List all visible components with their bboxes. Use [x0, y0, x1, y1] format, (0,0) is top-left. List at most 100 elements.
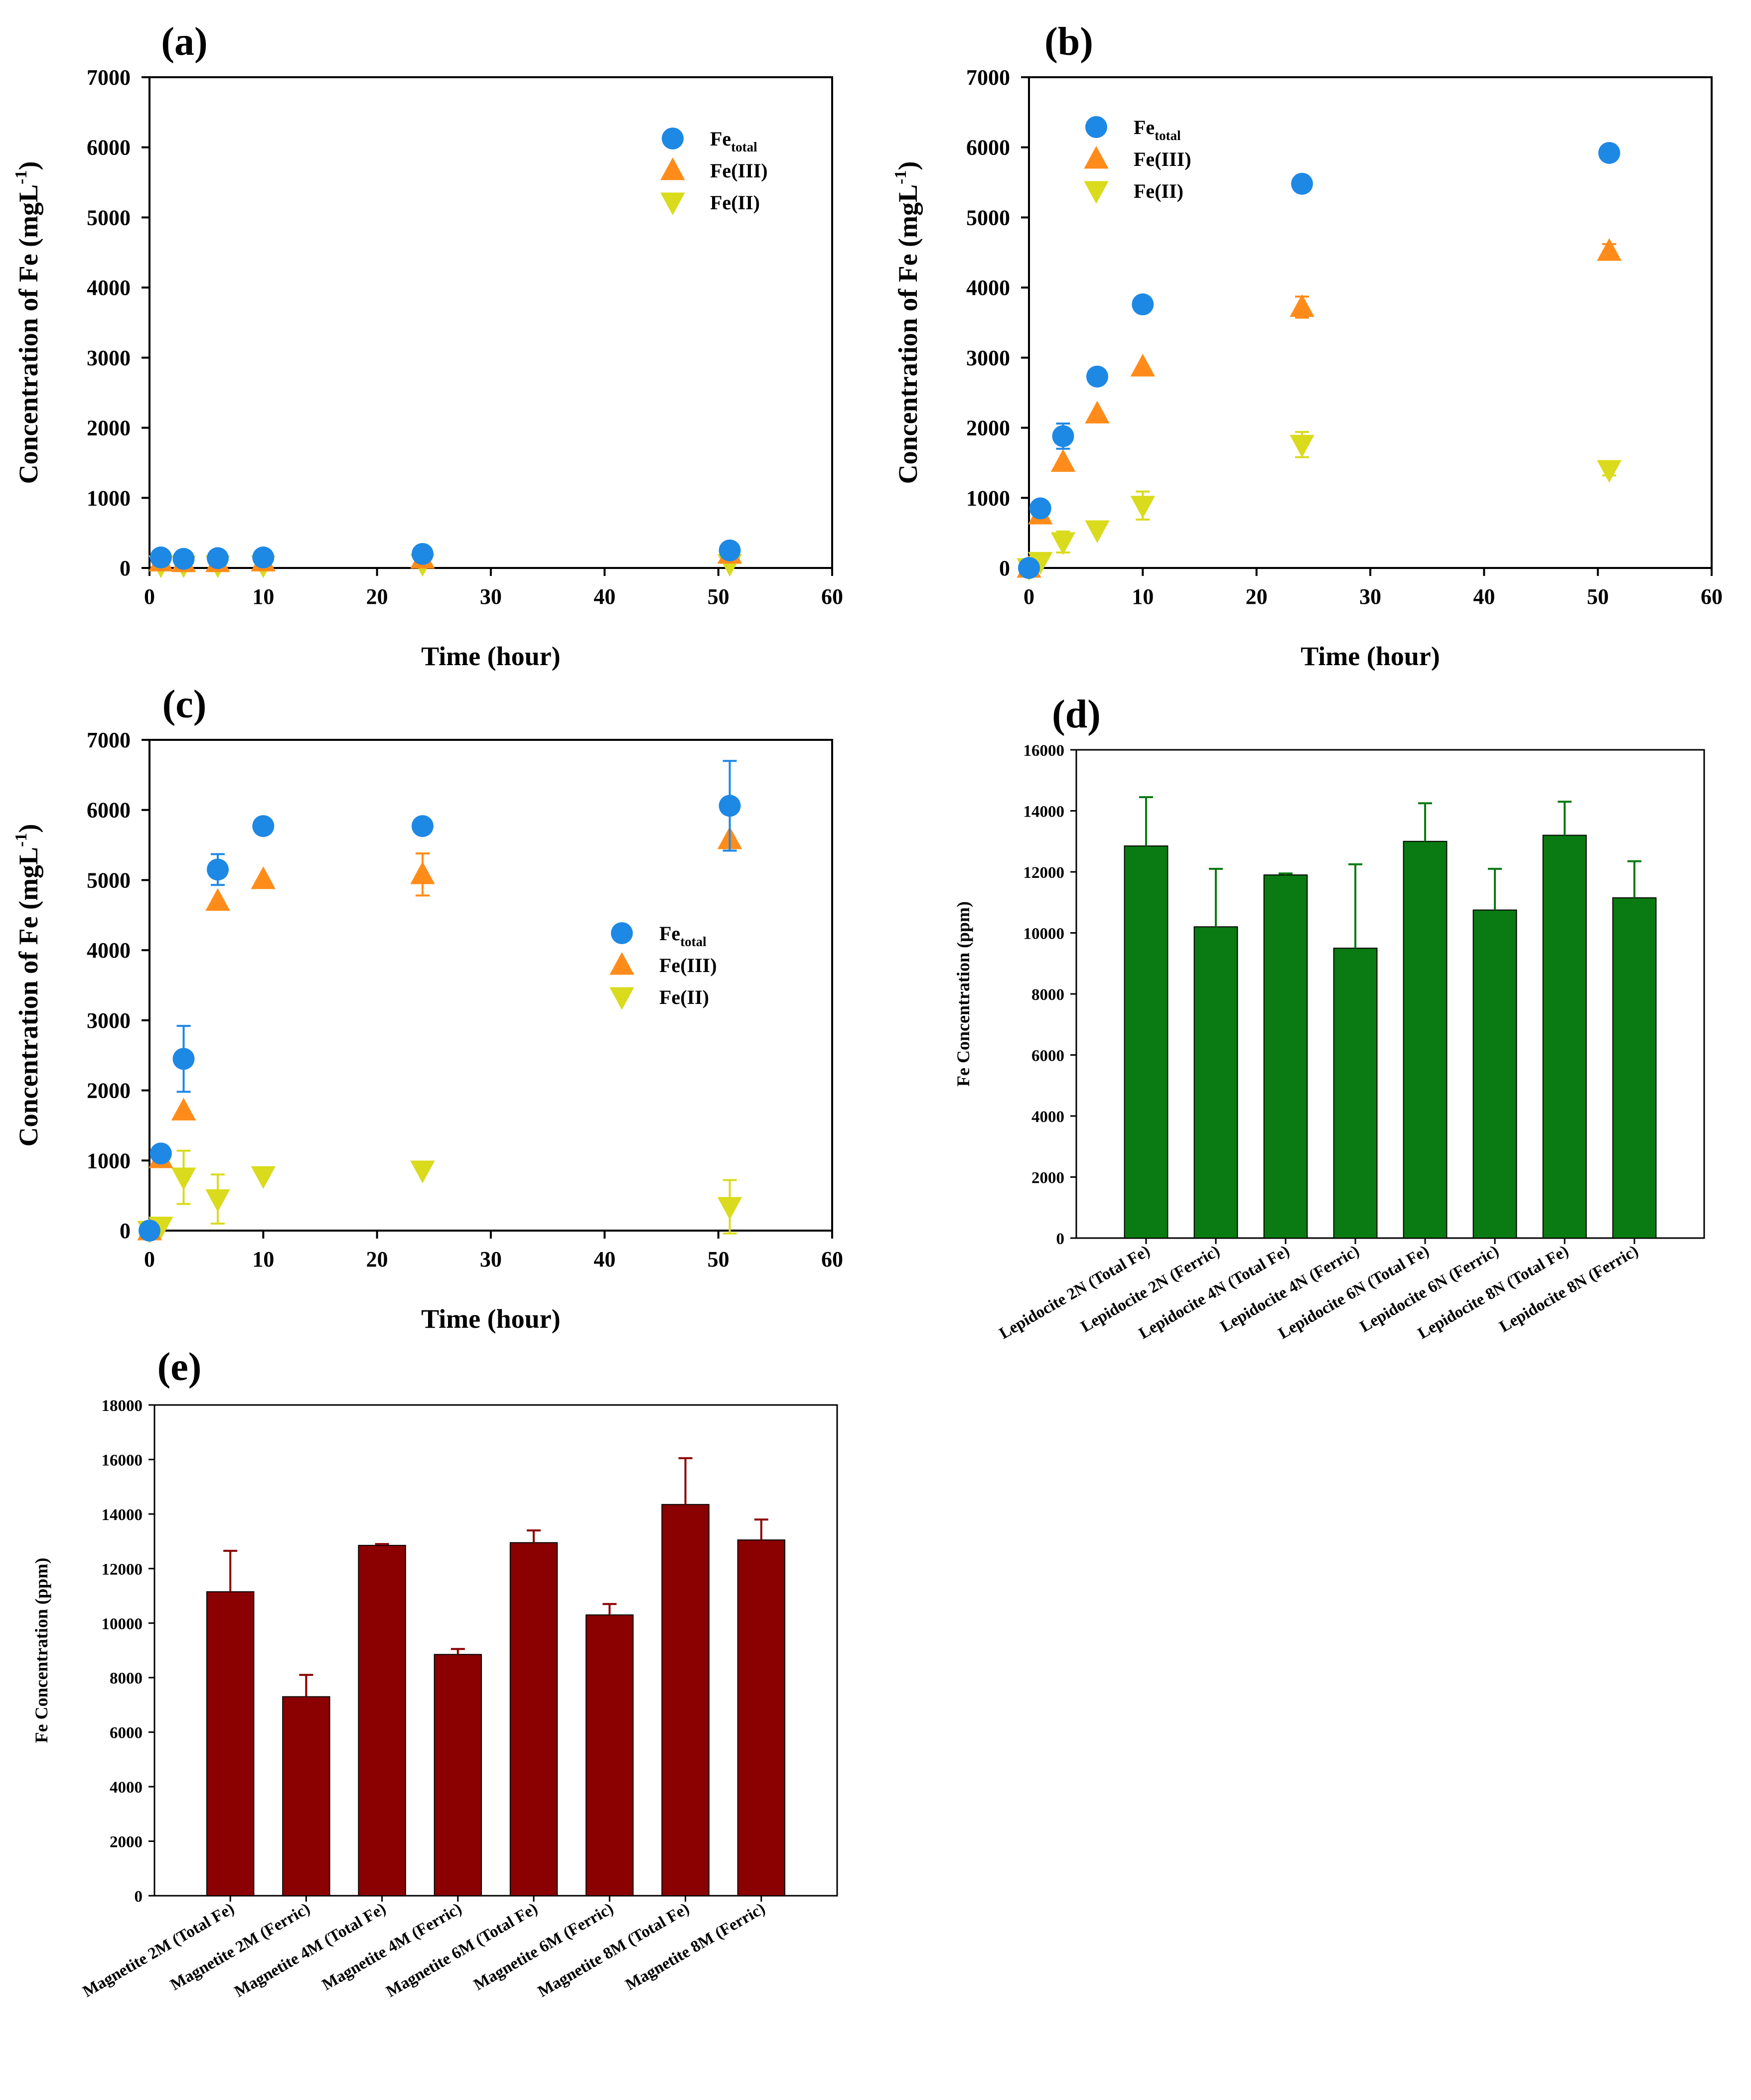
y-tick-label: 2000	[87, 1079, 131, 1103]
bar	[1472, 909, 1517, 1239]
data-point	[172, 1048, 195, 1070]
y-tick-label: 3000	[87, 1008, 131, 1033]
series-1	[1017, 238, 1622, 578]
y-tick-label: 1000	[87, 1148, 131, 1173]
y-tick-label: 0	[120, 1219, 131, 1243]
y-axis-title-close: )	[13, 824, 43, 833]
legend-label-main: Fe(II)	[659, 986, 709, 1008]
data-point	[1598, 141, 1620, 164]
y-axis-title-close: )	[893, 161, 923, 170]
series-0	[139, 760, 741, 1242]
legend-label-main: Fe(II)	[710, 191, 760, 214]
bar	[358, 1544, 406, 1896]
series-0	[149, 539, 741, 570]
y-tick-label: 6000	[966, 136, 1010, 160]
x-axis-title: Time (hour)	[1301, 641, 1440, 671]
y-tick-label: 0	[1056, 1230, 1065, 1248]
bar	[737, 1539, 785, 1896]
data-point	[207, 547, 229, 569]
legend-marker	[1084, 181, 1109, 204]
legend-marker	[662, 128, 684, 149]
data-point	[172, 548, 195, 570]
panel-label: (b)	[1044, 20, 1093, 64]
data-point	[1086, 365, 1108, 388]
series-2	[148, 554, 742, 578]
data-point	[1029, 497, 1051, 520]
plot-frame	[153, 1404, 838, 1897]
plot-frame	[1075, 749, 1705, 1239]
y-tick-label: 6000	[87, 136, 131, 160]
y-tick-label: 4000	[110, 1779, 143, 1797]
legend-marker	[1085, 116, 1107, 138]
legend-label-main: Fe	[710, 128, 731, 150]
data-point	[1052, 425, 1074, 447]
y-tick-label: 6000	[110, 1724, 143, 1742]
x-axis-title: Time (hour)	[421, 1304, 561, 1334]
legend-label: Fe(II)	[710, 191, 760, 214]
x-tick-label: 0	[1023, 584, 1034, 609]
y-tick-label: 18000	[102, 1397, 143, 1415]
data-point	[1290, 434, 1314, 458]
legend-label: Fetotal	[710, 128, 757, 154]
y-tick-label: 4000	[966, 276, 1010, 300]
x-tick-label: 60	[821, 584, 843, 609]
x-tick-label: 10	[1132, 584, 1154, 609]
bar	[1193, 926, 1238, 1239]
y-tick-label: 14000	[1023, 803, 1065, 821]
data-point	[719, 795, 741, 817]
bar	[282, 1696, 330, 1897]
bar	[1333, 948, 1378, 1239]
legend-label: Fetotal	[1134, 116, 1181, 143]
x-tick-label: 20	[366, 1247, 388, 1271]
x-tick-label: 60	[821, 1247, 843, 1271]
scatter-panel-2: (c) 0 10 20 30 40 50 60 0 1000 2000 3000 4000 5000 600…	[12, 683, 843, 1334]
y-axis-title-main: Concentration of Fe (mgL	[13, 184, 43, 484]
data-point	[1291, 172, 1313, 195]
data-point	[207, 858, 229, 881]
y-tick-label: 4000	[87, 276, 131, 300]
data-point	[252, 815, 275, 838]
x-tick-label: Magnetite 8M (Ferric)	[622, 1900, 768, 1994]
y-tick-label: 16000	[1023, 742, 1065, 760]
x-tick-label: 30	[480, 1247, 502, 1271]
bar	[661, 1504, 710, 1896]
legend-label-main: Fe(III)	[1134, 148, 1191, 170]
legend-marker	[660, 157, 685, 180]
data-point	[139, 1220, 160, 1242]
x-tick-label: 40	[593, 1247, 615, 1271]
y-tick-label: 2000	[966, 416, 1010, 440]
plot-frame	[148, 76, 833, 569]
series-2	[1017, 431, 1622, 581]
y-axis-title-main: Concentration of Fe (mgL	[13, 847, 43, 1146]
y-tick-label: 4000	[87, 938, 131, 963]
x-axis-title: Time (hour)	[421, 641, 561, 671]
y-axis-title: Concentration of Fe (mgL-1)	[891, 161, 923, 484]
data-point	[1130, 496, 1156, 519]
data-point	[412, 815, 434, 838]
data-point	[1597, 460, 1622, 483]
legend-label-main: Fe	[1134, 116, 1155, 139]
scatter-panel-1: (b) 0 10 20 30 40 50 60 0 1000 2000 3000 4000 5000 600…	[891, 20, 1723, 671]
y-axis-title: Concentration of Fe (mgL-1)	[12, 161, 43, 484]
y-tick-label: 1000	[87, 486, 131, 510]
y-tick-label: 6000	[87, 798, 131, 823]
x-tick-label: 30	[480, 584, 502, 609]
legend: Fetotal Fe(III) Fe(II)	[1084, 116, 1191, 204]
scatter-panel-0: (a) 0 10 20 30 40 50 60 0 1000 2000 3000 4000 5000 600…	[12, 20, 843, 671]
y-tick-label: 3000	[966, 346, 1010, 370]
y-axis-title-main: Concentration of Fe (mgL	[893, 184, 923, 484]
data-point	[410, 1160, 435, 1183]
data-point	[149, 1142, 172, 1165]
legend-label: Fe(III)	[710, 159, 768, 182]
x-tick-label: 40	[593, 584, 615, 609]
legend-label-main: Fe(III)	[659, 954, 717, 977]
y-tick-label: 6000	[1031, 1047, 1064, 1065]
bar-panel-3: (d) 0 2000 4000 6000 8000 10000 12000 14000 16000…	[953, 693, 1705, 1343]
data-point	[1085, 401, 1110, 423]
legend-label: Fetotal	[659, 922, 707, 949]
legend-label: Fe(II)	[1134, 180, 1183, 202]
data-point	[412, 543, 434, 565]
data-point	[205, 1189, 230, 1212]
data-point	[1130, 354, 1156, 377]
y-tick-label: 7000	[87, 65, 131, 90]
